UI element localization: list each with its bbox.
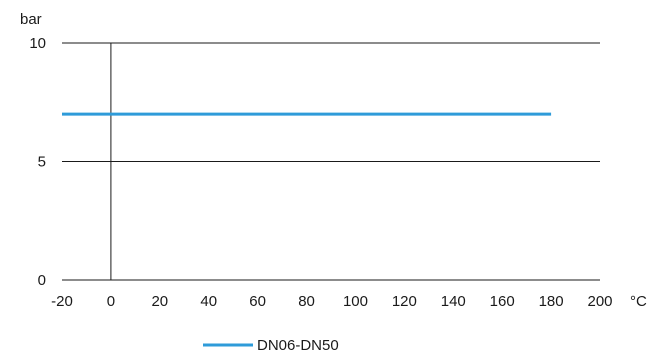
x-tick-label: -20	[51, 293, 73, 310]
x-tick-label: 60	[249, 293, 266, 310]
y-tick-label: 0	[38, 272, 46, 289]
x-axis-label: °C	[630, 293, 647, 310]
label-layer: 0 5 10 -20 0 20 40 60 80 100 120 140 160 180 200 bar °C	[20, 11, 647, 310]
x-tick-label: 20	[151, 293, 168, 310]
x-tick-label: 40	[200, 293, 217, 310]
x-tick-label: 0	[107, 293, 115, 310]
y-tick-label: 5	[38, 154, 46, 171]
x-tick-label: 200	[587, 293, 612, 310]
y-tick-label: 10	[29, 35, 46, 52]
y-axis-label: bar	[20, 11, 42, 28]
x-tick-label: 120	[392, 293, 417, 310]
x-tick-label: 100	[343, 293, 368, 310]
legend: DN06-DN50	[203, 337, 339, 354]
grid-layer	[62, 42, 600, 281]
x-tick-label: 180	[539, 293, 564, 310]
x-tick-label: 160	[490, 293, 515, 310]
legend-label-0: DN06-DN50	[257, 337, 339, 354]
x-tick-label: 80	[298, 293, 315, 310]
x-tick-label: 140	[441, 293, 466, 310]
